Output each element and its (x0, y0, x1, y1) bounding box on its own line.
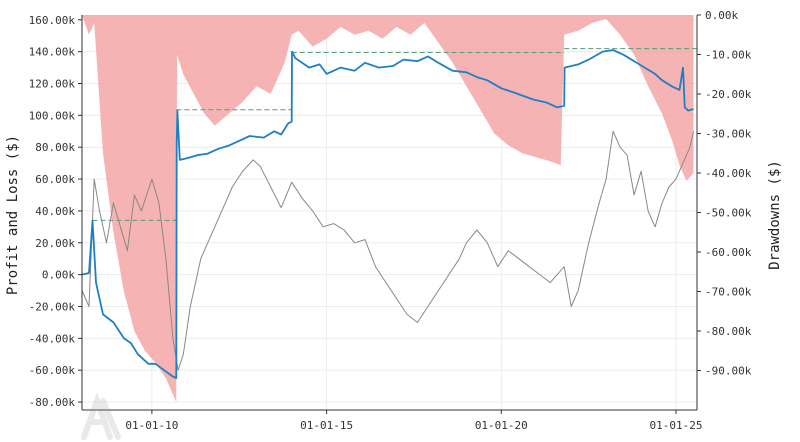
series-layer (81, 49, 694, 379)
y2-axis-label: Drawdowns ($) (767, 160, 783, 270)
y2-tick-label-6: -60.00k (705, 246, 752, 259)
x-tick-label-2: 01-01-20 (475, 419, 528, 432)
y-axis-label: Profit and Loss ($) (5, 135, 21, 295)
y-tick-label-8: 80.00k (35, 141, 75, 154)
y-tick-label-11: 140.00k (29, 46, 76, 59)
y2-tick-label-2: -20.00k (705, 88, 752, 101)
x-tick-label-1: 01-01-15 (300, 419, 353, 432)
drawdown-layer (82, 15, 694, 403)
high-water-mark-layer (92, 48, 697, 221)
y-tick-label-0: -80.00k (29, 396, 76, 409)
y-tick-label-6: 40.00k (35, 205, 75, 218)
y-tick-label-4: 0.00k (42, 269, 75, 282)
drawdown-area (82, 15, 694, 403)
x-tick-label-0: 01-01-10 (125, 419, 178, 432)
benchmark-line (81, 130, 694, 371)
y2-tick-label-5: -50.00k (705, 207, 752, 220)
y-tick-label-2: -40.00k (29, 332, 76, 345)
y-tick-label-1: -60.00k (29, 364, 76, 377)
watermark-logo (81, 392, 121, 440)
y2-tick-label-3: -30.00k (705, 128, 752, 141)
y2-tick-label-9: -90.00k (705, 365, 752, 378)
tick-labels: -80.00k -60.00k -40.00k -20.00k 0.00k 20.00k 4… (29, 9, 752, 432)
y2-tick-label-4: -40.00k (705, 167, 752, 180)
y2-tick-label-1: -10.00k (705, 49, 752, 62)
y-tick-label-7: 60.00k (35, 173, 75, 186)
y-tick-label-3: -20.00k (29, 300, 76, 313)
y2-tick-label-0: 0.00k (705, 9, 738, 22)
y-tick-label-12: 160.00k (29, 14, 76, 27)
y-tick-label-10: 120.00k (29, 77, 76, 90)
y-tick-label-9: 100.00k (29, 109, 76, 122)
x-tick-label-3: 01-01-25 (650, 419, 703, 432)
y2-tick-label-7: -70.00k (705, 286, 752, 299)
y2-tick-label-8: -80.00k (705, 325, 752, 338)
y-tick-label-5: 20.00k (35, 237, 75, 250)
axes (78, 14, 701, 414)
pnl-line (81, 49, 694, 379)
